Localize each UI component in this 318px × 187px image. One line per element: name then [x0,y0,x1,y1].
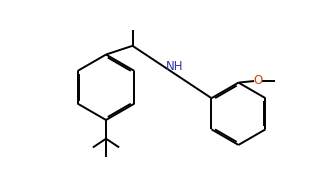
Text: O: O [253,74,262,87]
Text: NH: NH [166,60,184,73]
